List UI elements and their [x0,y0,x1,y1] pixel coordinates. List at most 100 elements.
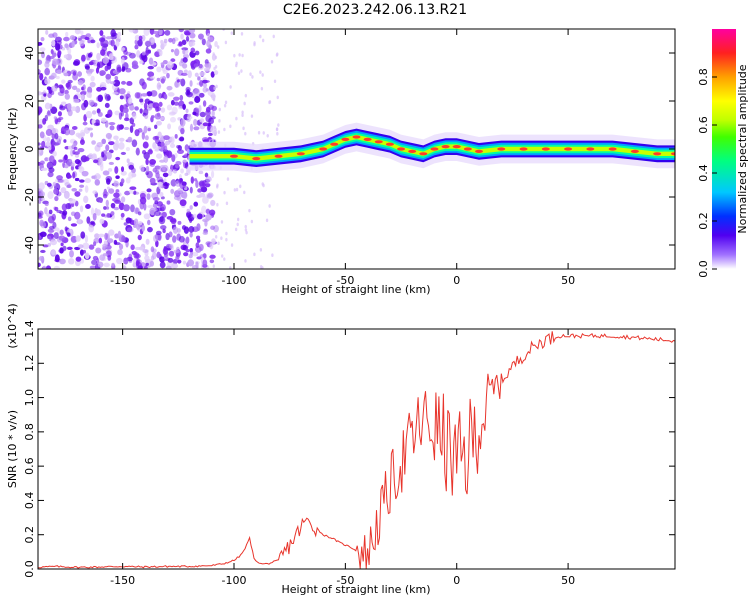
noise-dot [189,232,193,238]
noise-dot [50,85,58,92]
noise-dot [189,80,193,87]
noise-dot [88,61,94,66]
noise-dot [58,235,66,241]
noise-dot [168,111,176,116]
noise-dot [169,137,174,142]
p1-ytick-label: 20 [23,94,36,108]
noise-dot [121,235,126,243]
noise-dot [38,256,44,262]
noise-dot [244,224,247,229]
noise-dot [242,126,245,131]
noise-dot [195,242,200,249]
noise-dot [125,177,131,184]
noise-dot [70,223,78,227]
noise-dot [157,29,163,36]
figure-title: C2E6.2023.242.06.13.R21 [282,2,468,18]
noise-dot [243,101,246,106]
noise-dot [120,166,125,172]
noise-dot [77,71,82,77]
noise-dot [166,85,173,91]
noise-dot [39,231,47,238]
noise-dot [57,50,62,56]
noise-dot [199,71,206,77]
noise-dot [139,98,144,103]
noise-dot [196,238,201,243]
p2-xtick-label: -50 [336,574,354,587]
noise-dot [208,117,215,125]
noise-dot [69,198,77,204]
noise-dot [202,196,209,204]
noise-dot [59,85,65,94]
noise-dot [205,106,211,113]
noise-dot [202,139,210,143]
ridge-peak [274,154,283,158]
noise-dot [178,41,183,47]
noise-dot [100,38,104,47]
noise-dot [106,213,111,218]
noise-dot [144,265,148,269]
noise-dot [105,199,109,207]
noise-dot [96,86,102,92]
noise-dot [75,150,80,155]
colorbar-tick-label: 0.4 [697,164,710,182]
noise-dot [53,265,60,269]
noise-dot [159,261,166,269]
noise-dot [108,141,115,146]
noise-dot [196,235,201,240]
noise-dot [198,170,204,175]
p1-ytick-label: 0 [23,146,36,153]
noise-dot [86,216,91,224]
noise-dot [94,179,101,186]
noise-dot [180,72,188,76]
noise-dot [45,30,49,35]
noise-dot [217,241,220,246]
noise-dot [265,218,269,223]
noise-dot [90,75,95,82]
noise-dot [225,201,229,206]
noise-dot [97,261,104,268]
noise-dot [76,88,81,93]
noise-dot [143,125,148,134]
snr-x-label: Height of straight line (km) [281,583,430,596]
noise-dot [178,235,185,243]
noise-dot [87,86,93,94]
noise-dot [240,32,244,36]
noise-dot [54,206,59,212]
noise-dot [56,118,62,123]
colorbar-tick-label: 0.6 [697,116,710,134]
noise-dot [65,31,69,37]
noise-dot [83,157,90,162]
noise-dot [129,52,136,59]
noise-dot [204,59,209,65]
noise-dot [172,226,179,234]
noise-dot [84,65,90,70]
noise-dot [211,138,215,142]
ridge-peak [497,147,506,151]
noise-dot [175,163,180,169]
noise-dot [77,219,82,225]
noise-dot [96,52,101,61]
noise-dot [78,188,83,192]
noise-dot [143,213,151,220]
noise-dot [213,125,216,130]
noise-dot [134,34,141,41]
noise-dot [88,99,95,106]
noise-dot [144,135,149,141]
noise-dot [64,43,69,49]
noise-dot [237,71,241,75]
noise-dot [110,202,116,209]
noise-dot [38,91,42,96]
p2-ytick-label: 1.0 [23,389,36,407]
noise-dot [118,137,125,142]
noise-dot [168,169,173,177]
p2-xtick-label: -100 [222,574,247,587]
p2-ytick-label: 0.6 [23,457,36,475]
noise-dot [209,254,216,259]
noise-dot [38,262,41,268]
snr-y-label: SNR (10 * v/v) [6,410,19,488]
noise-dot [105,132,112,140]
noise-dot [133,190,137,195]
noise-dot [210,71,215,78]
noise-dot [275,127,279,131]
noise-dot [226,177,230,181]
